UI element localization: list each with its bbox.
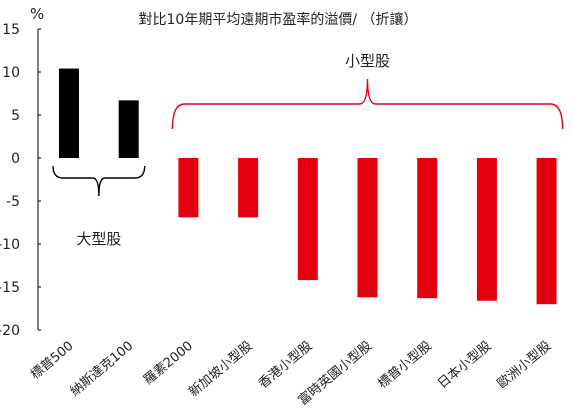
y-tick-label: -20 — [0, 323, 20, 339]
bar — [297, 158, 318, 281]
y-axis-ticks: 15 10 5 0 -5 -10 -15 -20 — [0, 22, 41, 339]
bar — [59, 68, 79, 158]
x-tick-label: 標普500 — [28, 339, 77, 383]
y-tick-label: -15 — [0, 280, 20, 296]
bar — [536, 158, 557, 305]
y-tick-label: 5 — [11, 108, 20, 124]
bar — [178, 158, 199, 218]
y-tick-label: 10 — [2, 65, 20, 81]
chart-title: 對比10年期平均遠期市盈率的溢價/ （折讓） — [139, 11, 418, 28]
group-label: 小型股 — [345, 52, 390, 70]
y-tick-label: 15 — [2, 22, 20, 38]
x-tick-label: 歐洲小型股 — [495, 339, 554, 392]
bar — [417, 158, 438, 299]
x-tick-label: 標普小型股 — [375, 339, 434, 392]
group-label: 大型股 — [76, 230, 121, 248]
bar — [118, 100, 139, 158]
x-tick-label: 新加坡小型股 — [186, 338, 256, 400]
group-bracket — [171, 78, 564, 130]
x-tick-label: 羅素2000 — [141, 339, 196, 388]
y-tick-label: 0 — [11, 151, 20, 167]
y-axis-unit-label: % — [30, 5, 44, 23]
group-bracket — [52, 165, 146, 197]
group-brackets: 大型股 小型股 — [52, 52, 564, 248]
y-tick-label: -5 — [6, 194, 20, 210]
bar — [238, 158, 259, 218]
bar-series — [59, 68, 557, 305]
bar — [476, 158, 497, 301]
y-tick-label: -10 — [0, 237, 20, 253]
bar — [357, 158, 378, 298]
x-tick-label: 日本小型股 — [435, 339, 494, 392]
x-tick-label: 納斯達克100 — [68, 339, 136, 400]
x-tick-label: 香港小型股 — [256, 339, 315, 392]
